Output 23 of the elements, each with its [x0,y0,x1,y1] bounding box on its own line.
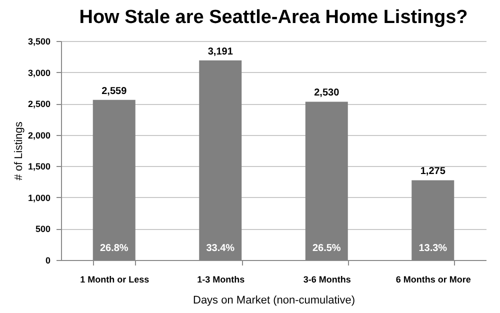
data-label: 1,275 [420,166,446,178]
annotation: 26.5% [312,243,341,254]
y-tick-label: 2,000 [28,130,50,140]
y-axis-title: # of Listings [12,121,25,180]
annotation: 13.3% [418,243,448,254]
y-tick-label: 1,000 [28,192,50,203]
y-tick-label: 1,500 [28,162,50,172]
y-tick-label: 3,500 [28,36,50,46]
data-label: 2,530 [314,88,340,99]
y-tick-label: 2,500 [28,99,50,110]
y-tick-label: 0 [45,256,50,266]
x-tick-label: 1-3 Months [197,274,245,284]
x-tick-label: 1 Month or Less [80,274,150,284]
annotation: 33.4% [206,243,235,254]
y-tick-label: 3,000 [28,68,50,78]
x-tick-label: 6 Months or More [396,274,471,284]
x-tick-label: 3-6 Months [303,274,351,284]
data-label: 3,191 [208,46,234,58]
annotation: 26.8% [100,243,128,254]
x-axis-title: Days on Market (non-cumulative) [192,294,356,306]
chart-title: How Stale are Seattle-Area Home Listings? [79,7,468,28]
y-tick-label: 500 [35,224,50,234]
data-label: 2,559 [102,86,128,97]
